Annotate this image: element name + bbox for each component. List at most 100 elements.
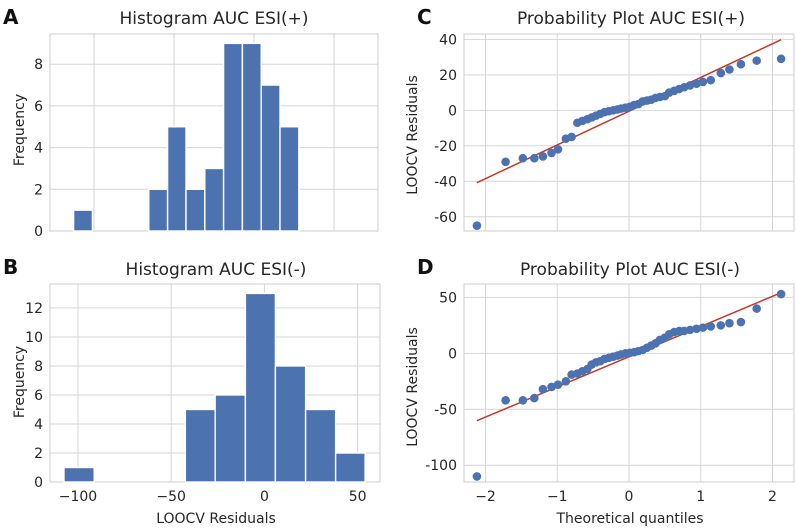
y-tick-label: 40 xyxy=(439,32,457,48)
data-point-38 xyxy=(716,321,726,330)
histogram-bar-5 xyxy=(222,42,244,232)
x-tick-label: −1 xyxy=(547,489,568,505)
y-tick-label: 2 xyxy=(34,182,43,198)
data-point-37 xyxy=(706,322,716,331)
y-axis-label: LOOCV Residuals xyxy=(405,327,421,447)
y-tick-label: 50 xyxy=(439,290,457,306)
data-point-5 xyxy=(547,382,556,392)
data-point-3 xyxy=(530,393,539,403)
x-tick-label: −2 xyxy=(475,489,496,505)
data-point-42 xyxy=(776,289,786,299)
data-point-0 xyxy=(472,221,482,230)
histogram-esi-plus: Histogram AUC ESI(+) Frequency 0 2 4 6 8 xyxy=(12,9,379,240)
panel-letter-b: B xyxy=(3,255,18,279)
x-tick-label: −100 xyxy=(59,489,97,505)
data-point-35 xyxy=(692,324,701,334)
histogram-bar-2 xyxy=(166,126,187,232)
y-tick-label: -20 xyxy=(434,139,457,155)
data-point-39 xyxy=(725,65,734,74)
y-tick-label: 0 xyxy=(448,103,457,119)
panel-letter-c: C xyxy=(417,5,432,29)
data-point-0 xyxy=(472,472,482,481)
chart-title: Histogram AUC ESI(+) xyxy=(120,9,309,29)
axes-frame xyxy=(463,33,795,232)
panel-letter-d: D xyxy=(417,255,434,279)
histogram-bar-4 xyxy=(274,365,307,483)
y-tick-label: 10 xyxy=(25,330,43,346)
histogram-bar-2 xyxy=(214,394,247,483)
y-tick-label: 12 xyxy=(25,301,43,317)
chart-title: Probability Plot AUC ESI(-) xyxy=(520,260,740,280)
histogram-bar-1 xyxy=(148,188,169,232)
plot-area: 0 2 4 6 8 10 12 −100 −50 0 50 xyxy=(25,283,381,505)
data-point-4 xyxy=(538,152,548,161)
data-point-39 xyxy=(725,318,734,328)
y-tick-label: 0 xyxy=(34,475,43,491)
x-tick-label: −50 xyxy=(156,489,186,505)
data-point-7 xyxy=(561,377,571,386)
y-tick-label: 4 xyxy=(34,141,43,157)
plot-area: -60 -40 -20 0 20 40 xyxy=(434,32,795,232)
x-axis-label: Theoretical quantiles xyxy=(555,511,703,527)
y-tick-label: -60 xyxy=(434,210,457,226)
y-axis-label: Frequency xyxy=(12,346,28,418)
histogram-esi-minus: Histogram AUC ESI(-) Frequency LOOCV Res… xyxy=(12,260,381,527)
y-tick-label: 0 xyxy=(448,346,457,362)
histogram-bar-1 xyxy=(184,408,216,483)
data-point-34 xyxy=(685,81,695,90)
chart-title: Probability Plot AUC ESI(+) xyxy=(517,9,745,29)
data-point-41 xyxy=(752,304,761,313)
histogram-bar-8 xyxy=(279,126,300,232)
data-point-6 xyxy=(553,380,563,389)
y-tick-label: 6 xyxy=(34,388,43,404)
y-axis-label: Frequency xyxy=(12,94,28,166)
histogram-bar-6 xyxy=(334,452,366,483)
histogram-bar-0 xyxy=(63,466,95,483)
data-point-4 xyxy=(538,384,548,394)
data-point-40 xyxy=(736,317,746,327)
y-tick-label: -40 xyxy=(434,174,457,190)
data-point-6 xyxy=(553,145,563,154)
y-axis-label: LOOCV Residuals xyxy=(405,75,421,195)
data-point-5 xyxy=(547,148,556,158)
data-point-35 xyxy=(692,79,701,88)
histogram-bar-3 xyxy=(185,188,206,232)
plot-area: -100 -50 0 50 −2 −1 0 1 2 xyxy=(425,283,795,505)
x-tick-label: 0 xyxy=(625,489,634,505)
panel-letter-a: A xyxy=(3,5,19,29)
axes-frame xyxy=(463,283,795,483)
histogram-bar-4 xyxy=(204,167,225,232)
data-point-2 xyxy=(518,396,528,405)
chart-title: Histogram AUC ESI(-) xyxy=(126,260,307,280)
x-tick-label: 0 xyxy=(260,489,269,505)
y-tick-label: 20 xyxy=(439,68,457,84)
data-point-1 xyxy=(501,396,510,405)
probability-plot-esi-minus: Probability Plot AUC ESI(-) LOOCV Residu… xyxy=(405,260,795,527)
x-tick-label: 1 xyxy=(696,489,705,505)
probability-plot-esi-plus: Probability Plot AUC ESI(+) LOOCV Residu… xyxy=(405,9,795,232)
data-point-42 xyxy=(776,54,786,64)
x-tick-label: 50 xyxy=(349,489,367,505)
y-tick-label: 4 xyxy=(34,417,43,433)
data-point-34 xyxy=(685,325,695,335)
y-tick-label: 0 xyxy=(34,224,43,240)
data-point-1 xyxy=(501,157,510,167)
data-point-2 xyxy=(518,153,528,163)
y-tick-label: 2 xyxy=(34,446,43,462)
histogram-bar-0 xyxy=(72,209,94,232)
data-point-38 xyxy=(716,68,726,78)
y-tick-label: 6 xyxy=(34,99,43,115)
y-tick-label: 8 xyxy=(34,57,43,73)
y-tick-label: -100 xyxy=(425,458,457,474)
x-axis-label: LOOCV Residuals xyxy=(156,511,276,527)
histogram-bar-7 xyxy=(260,84,281,232)
data-point-36 xyxy=(698,77,708,87)
data-point-37 xyxy=(706,75,716,85)
histogram-bar-6 xyxy=(241,42,262,232)
x-tick-label: 2 xyxy=(768,489,777,505)
fit-line xyxy=(476,39,782,184)
data-point-3 xyxy=(530,153,539,163)
y-tick-label: -50 xyxy=(434,402,457,418)
histogram-bar-3 xyxy=(244,292,277,483)
